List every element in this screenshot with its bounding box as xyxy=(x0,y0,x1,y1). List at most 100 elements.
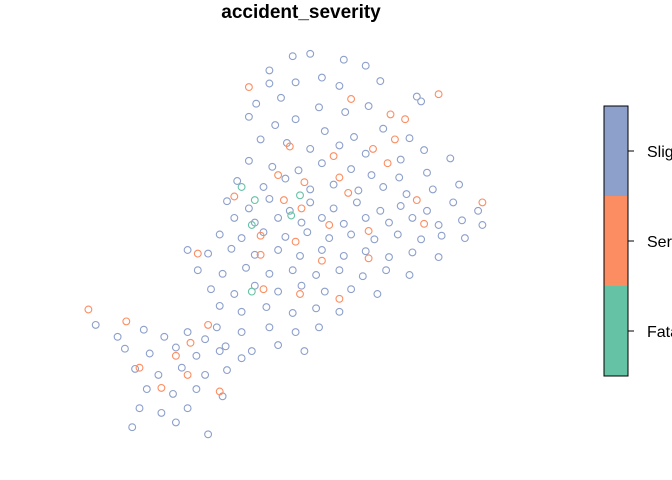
accident-point-slight xyxy=(135,404,144,413)
accident-point-slight xyxy=(288,52,297,61)
accident-point-slight xyxy=(393,230,402,239)
accident-point-serious xyxy=(300,178,309,187)
accident-point-fatal xyxy=(250,196,259,205)
accident-point-slight xyxy=(250,250,259,259)
accident-point-slight xyxy=(437,231,446,240)
accident-point-slight xyxy=(237,307,246,316)
accident-point-slight xyxy=(169,389,177,398)
accident-point-serious xyxy=(364,254,373,263)
accident-point-slight xyxy=(204,249,213,258)
accident-point-slight xyxy=(335,266,344,275)
accident-point-slight xyxy=(385,253,393,262)
accident-point-slight xyxy=(215,347,224,356)
legend-swatch-slight xyxy=(604,106,628,196)
chart-title: accident_severity xyxy=(221,2,381,23)
accident-point-slight xyxy=(244,156,253,165)
accident-point-fatal xyxy=(287,211,296,220)
accident-point-slight xyxy=(339,251,348,260)
accident-point-slight xyxy=(317,159,326,168)
accident-point-slight xyxy=(281,232,290,241)
accident-point-slight xyxy=(268,162,277,171)
accident-point-slight xyxy=(221,342,230,351)
accident-point-slight xyxy=(297,281,306,290)
legend-swatch-fatal xyxy=(604,286,628,376)
accident-point-slight xyxy=(317,246,326,254)
accident-point-slight xyxy=(320,287,329,296)
accident-point-slight xyxy=(297,218,306,227)
accident-point-slight xyxy=(408,248,417,257)
accident-point-slight xyxy=(329,180,338,189)
accident-point-serious xyxy=(256,250,265,259)
accident-point-slight xyxy=(315,323,323,332)
accident-point-slight xyxy=(434,221,443,229)
legend-label-serious: Ser xyxy=(647,234,672,251)
accident-point-slight xyxy=(131,364,140,373)
accident-point-slight xyxy=(171,343,180,352)
accident-point-slight xyxy=(277,93,285,102)
accident-point-slight xyxy=(212,323,221,332)
accident-point-slight xyxy=(396,155,405,164)
accident-point-slight xyxy=(252,99,261,108)
accident-point-slight xyxy=(265,66,274,75)
accident-point-slight xyxy=(329,204,338,213)
accident-point-slight xyxy=(128,423,137,432)
accident-point-slight xyxy=(367,171,376,180)
accident-point-slight xyxy=(113,332,122,341)
accident-point-serious xyxy=(256,231,265,240)
accident-point-serious xyxy=(291,237,300,246)
accident-point-slight xyxy=(177,363,186,372)
accident-point-slight xyxy=(361,149,370,158)
accident-point-slight xyxy=(247,347,256,356)
accident-point-slight xyxy=(291,328,300,337)
accident-point-slight xyxy=(139,325,148,334)
accident-point-slight xyxy=(385,218,393,227)
accident-point-serious xyxy=(317,256,326,265)
accident-point-slight xyxy=(361,247,370,256)
accident-point-slight xyxy=(192,385,201,394)
accident-point-slight xyxy=(207,285,215,294)
accident-point-slight xyxy=(315,103,323,112)
accident-point-slight xyxy=(233,177,242,185)
accident-point-slight xyxy=(201,370,210,379)
accident-point-slight xyxy=(281,174,290,183)
accident-point-slight xyxy=(274,246,283,254)
accident-point-slight xyxy=(192,351,201,360)
accident-point-slight xyxy=(215,301,224,310)
accident-point-slight xyxy=(460,234,469,243)
accident-point-serious xyxy=(335,294,344,303)
accident-point-slight xyxy=(274,341,283,350)
accident-point-slight xyxy=(183,246,192,254)
accident-point-slight xyxy=(215,230,224,239)
accident-point-slight xyxy=(312,271,321,279)
accident-point-slight xyxy=(420,146,429,155)
accident-point-serious xyxy=(193,249,202,258)
accident-point-slight xyxy=(265,194,274,203)
accident-point-serious xyxy=(204,320,213,329)
accident-point-slight xyxy=(256,135,265,144)
accident-point-serious xyxy=(296,290,304,298)
accident-point-serious xyxy=(244,83,253,92)
accident-point-slight xyxy=(358,272,367,281)
accident-point-slight xyxy=(396,202,405,210)
accident-point-serious xyxy=(279,196,288,205)
accident-point-serious xyxy=(274,171,283,180)
accident-point-slight xyxy=(218,269,227,278)
accident-point-serious xyxy=(478,198,487,207)
accident-point-serious xyxy=(344,188,353,197)
accident-point-slight xyxy=(296,251,304,260)
accident-point-slight xyxy=(478,221,487,229)
accident-point-slight xyxy=(237,328,246,337)
accident-point-slight xyxy=(204,430,213,439)
accident-point-slight xyxy=(183,328,192,337)
legend-swatch-serious xyxy=(604,196,628,286)
accident-point-slight xyxy=(223,366,231,375)
accident-point-serious xyxy=(420,219,429,228)
accident-point-slight xyxy=(320,127,329,136)
accident-point-slight xyxy=(458,216,466,225)
accident-point-slight xyxy=(412,92,421,101)
accident-point-slight xyxy=(157,408,166,417)
accident-point-slight xyxy=(434,253,443,262)
accident-point-slight xyxy=(376,77,385,86)
accident-point-slight xyxy=(237,354,246,363)
accident-point-fatal xyxy=(247,221,256,229)
